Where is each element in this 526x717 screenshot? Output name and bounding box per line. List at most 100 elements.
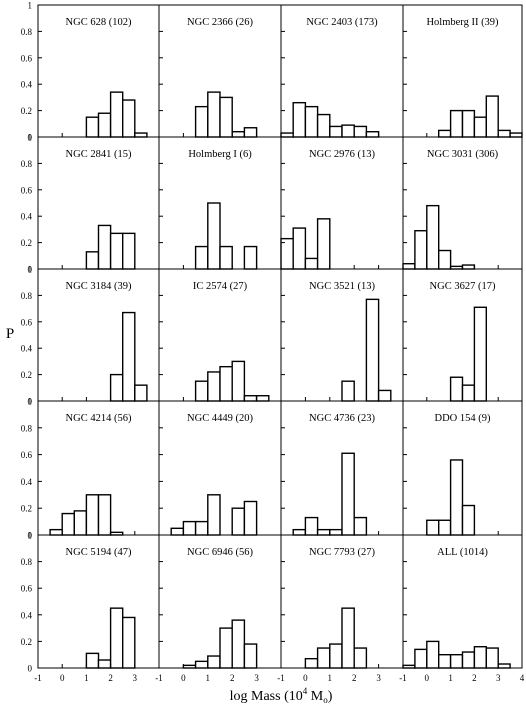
panel-title: NGC 6946 (56) <box>187 547 253 558</box>
histogram-bar <box>353 647 368 669</box>
x-tick-label: -1 <box>155 673 163 683</box>
histogram-bar <box>207 91 221 138</box>
x-tick-label: 3 <box>254 673 259 683</box>
histogram-bar <box>449 459 464 536</box>
histogram-bar <box>73 510 88 536</box>
histogram-bar <box>280 237 294 270</box>
histogram-bar <box>461 651 476 669</box>
y-tick-label: 0.8 <box>21 423 33 433</box>
panel-title: IC 2574 (27) <box>193 281 248 292</box>
histogram-bar <box>194 520 209 536</box>
histogram-bar <box>329 125 343 138</box>
x-tick-label: 3 <box>376 673 381 683</box>
histogram-bar <box>109 607 124 669</box>
panel-title: NGC 3627 (17) <box>430 281 496 292</box>
histogram-bar <box>473 116 487 138</box>
histogram-bar <box>207 655 221 669</box>
y-tick-label: 0 <box>28 265 33 275</box>
y-tick-label: 0.2 <box>21 106 32 116</box>
y-tick-label: 0.2 <box>21 370 32 380</box>
histogram-bar <box>365 298 380 402</box>
histogram-bar <box>121 232 136 270</box>
histogram-bar <box>243 500 258 536</box>
histogram-bar <box>231 619 246 669</box>
histogram-bar <box>497 129 511 138</box>
x-tick-label: 4 <box>520 673 525 683</box>
histogram-bar <box>97 494 112 536</box>
histogram-bar <box>219 365 233 402</box>
y-tick-label: 1 <box>28 265 33 275</box>
histogram-bar <box>341 124 355 138</box>
panel-title: Holmberg II (39) <box>426 17 499 28</box>
y-tick-label: 0.2 <box>21 637 32 647</box>
histogram-bar <box>341 452 355 536</box>
histogram-bar <box>426 519 440 536</box>
y-tick-label: 0.6 <box>21 53 33 63</box>
histogram-bar <box>97 224 112 270</box>
y-tick-label: 0.8 <box>21 291 33 301</box>
histogram-bar <box>121 616 136 669</box>
histogram-bar <box>243 643 258 669</box>
y-tick-label: 1 <box>28 397 33 407</box>
y-tick-label: 0.4 <box>21 344 33 354</box>
x-tick-label: 3 <box>133 673 138 683</box>
y-tick-label: 0.6 <box>21 584 33 594</box>
panel-title: NGC 4449 (20) <box>187 413 253 424</box>
histogram-bar <box>219 96 233 138</box>
panel-title: NGC 7793 (27) <box>309 547 375 558</box>
panel-title: NGC 4736 (23) <box>309 413 375 424</box>
histogram-bar <box>85 251 100 270</box>
histogram-bar <box>243 245 258 270</box>
x-tick-label: 0 <box>425 673 430 683</box>
y-tick-label: 0.2 <box>21 504 32 514</box>
histogram-bar <box>121 311 136 402</box>
histogram-bar <box>219 245 233 270</box>
histogram-bar <box>353 516 368 536</box>
y-tick-label: 0 <box>28 133 33 143</box>
histogram-bar <box>438 249 452 270</box>
panel-frame <box>402 534 523 669</box>
panel-title: NGC 2403 (173) <box>306 17 378 28</box>
histogram-bar <box>85 494 100 536</box>
histogram-bar <box>438 654 452 669</box>
histogram-bar <box>473 646 487 669</box>
y-tick-label: 0.6 <box>21 185 33 195</box>
histogram-bar <box>329 528 343 536</box>
histogram-bar <box>473 306 487 402</box>
histogram-bar <box>97 659 112 669</box>
y-tick-label: 1 <box>28 1 33 11</box>
histogram-bar <box>461 264 476 270</box>
x-tick-label: 0 <box>60 673 65 683</box>
histogram-bar <box>207 494 221 536</box>
histogram-bar <box>304 257 319 270</box>
histogram-bar <box>231 507 246 536</box>
histogram-bar <box>497 663 511 669</box>
y-tick-label: 0.6 <box>21 450 33 460</box>
y-tick-label: 0.8 <box>21 159 33 169</box>
panel-title: NGC 3521 (13) <box>309 281 375 292</box>
y-tick-label: 0.4 <box>21 212 33 222</box>
x-tick-label: -1 <box>34 673 42 683</box>
x-tick-label: -1 <box>399 673 407 683</box>
panel-title: NGC 4214 (56) <box>66 413 132 424</box>
histogram-bar <box>461 504 476 536</box>
histogram-bar <box>414 648 428 669</box>
histogram-bar <box>194 105 209 138</box>
histogram-bar <box>353 125 368 138</box>
histogram-bar <box>182 520 197 536</box>
y-tick-label: 1 <box>28 133 33 143</box>
histogram-bar <box>438 129 452 138</box>
histogram-bar <box>255 395 270 402</box>
histogram-bar <box>134 384 148 402</box>
histogram-bar <box>292 528 307 536</box>
y-tick-label: 0.6 <box>21 317 33 327</box>
y-tick-label: 0.4 <box>21 477 33 487</box>
x-axis-label: log Mass (104 Mo) <box>230 686 333 705</box>
y-tick-label: 0.4 <box>21 610 33 620</box>
histogram-bar <box>292 101 307 138</box>
histogram-bar <box>316 113 331 138</box>
panel-title: NGC 2841 (15) <box>66 149 132 160</box>
histogram-bar <box>134 132 148 138</box>
